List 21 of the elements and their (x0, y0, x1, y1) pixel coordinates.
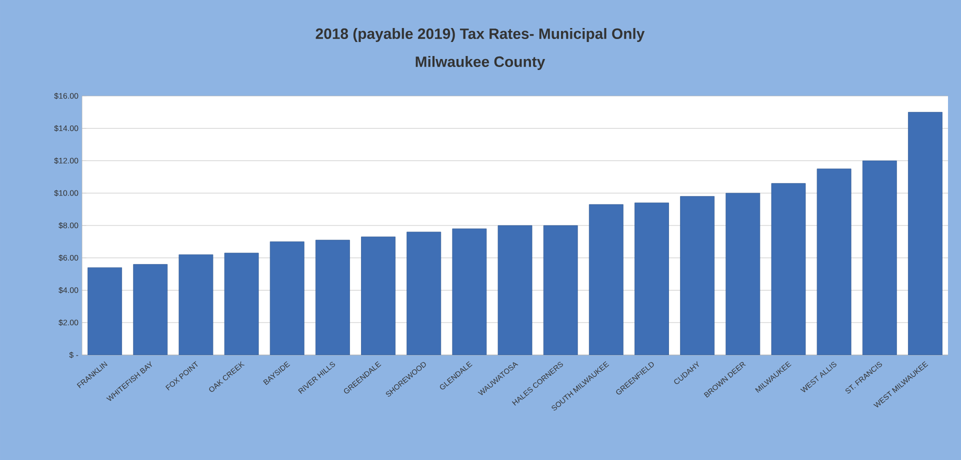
bar (452, 228, 486, 355)
bar (406, 232, 441, 355)
bar (316, 240, 350, 355)
chart-title: 2018 (payable 2019) Tax Rates- Municipal Only (316, 28, 645, 42)
bar (589, 204, 624, 355)
chart-subtitle: Milwaukee County (416, 56, 546, 70)
bar (361, 236, 396, 355)
bar (544, 225, 578, 355)
bar (908, 112, 942, 355)
bar (680, 196, 714, 355)
bar (862, 160, 897, 355)
bar (771, 183, 806, 355)
bar (88, 268, 122, 355)
bar (270, 242, 304, 355)
bar (726, 193, 760, 355)
bar (178, 254, 213, 355)
bar (634, 202, 669, 355)
bar (224, 253, 259, 355)
bar (817, 168, 852, 355)
bar (133, 264, 168, 355)
bar (498, 225, 532, 355)
